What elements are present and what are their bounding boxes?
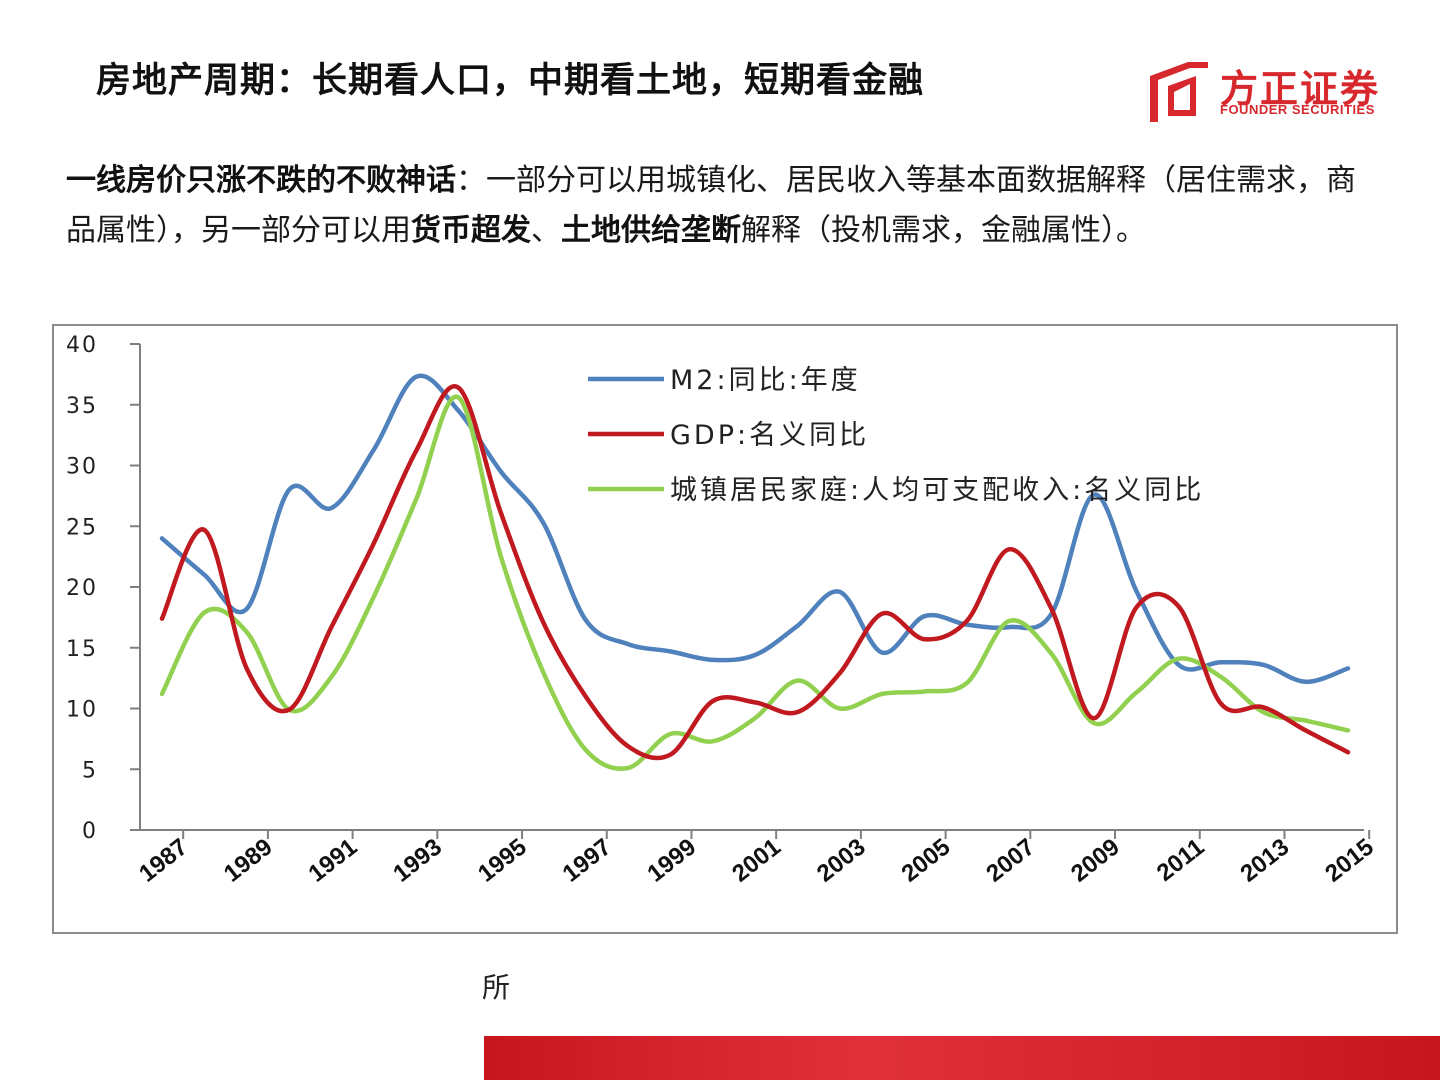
y-tick-label: 5: [82, 758, 98, 783]
series-line-1: [159, 373, 1351, 685]
x-tick-label: 1999: [642, 833, 701, 887]
x-tick-label: 2013: [1235, 833, 1294, 887]
x-tick-label: 2005: [897, 833, 956, 887]
line-chart: 0 5 10 15 20 25 30 35 40 1987 1989 1991 1993 1995 1997…: [66, 333, 1379, 888]
intro-bold-money: 货币超发: [411, 213, 531, 248]
intro-bold-land: 土地供给垄断: [561, 213, 741, 248]
intro-bold-myth: 一线房价只涨不跌的不败神话: [66, 163, 456, 198]
intro-text-1: ：一部分可以用城镇化、居民收入等基本面数据解释（居住需求，商品属性），另一部分可…: [66, 163, 1356, 248]
x-tick-label: 2001: [727, 833, 786, 887]
logo-en-text: FOUNDER SECURITIES: [1220, 102, 1375, 117]
y-tick-label: 40: [66, 333, 98, 358]
x-tick-label: 2011: [1152, 833, 1210, 886]
footer-bar: [484, 1036, 1440, 1080]
legend-label-2: GDP:名义同比: [670, 420, 869, 451]
intro-text-2: 、: [531, 213, 561, 248]
x-tick-label: 2009: [1066, 833, 1125, 887]
y-tick-label: 15: [66, 637, 98, 662]
y-tick-label: 35: [66, 394, 98, 419]
x-tick-label: 1991: [304, 833, 363, 887]
founder-logo: 方正证券 FOUNDER SECURITIES: [1150, 58, 1400, 128]
x-tick-label: 1989: [219, 833, 278, 887]
y-tick-label: 0: [82, 819, 98, 844]
y-tick-label: 20: [66, 576, 98, 601]
y-tick-label: 30: [66, 455, 98, 480]
series-line-3: [159, 394, 1351, 771]
x-tick-label: 2007: [981, 833, 1040, 887]
intro-text-3: 解释（投机需求，金融属性）。: [741, 213, 1146, 248]
y-tick-label: 10: [66, 698, 98, 723]
source-note: 所: [482, 971, 511, 1004]
legend-label-1: M2:同比:年度: [670, 365, 861, 396]
x-tick-label: 2015: [1320, 833, 1379, 887]
founder-logo-mark-icon: [1150, 62, 1208, 122]
y-tick-label: 25: [66, 515, 98, 540]
legend-label-3: 城镇居民家庭:人均可支配收入:名义同比: [670, 475, 1204, 506]
chart-frame: 0 5 10 15 20 25 30 35 40 1987 1989 1991 1993 1995 1997…: [52, 324, 1398, 934]
page-title: 房地产周期：长期看人口，中期看土地，短期看金融: [96, 61, 925, 101]
x-tick-label: 1997: [558, 833, 617, 887]
x-tick-label: 1993: [388, 833, 447, 887]
intro-paragraph: 一线房价只涨不跌的不败神话：一部分可以用城镇化、居民收入等基本面数据解释（居住需…: [66, 156, 1366, 256]
logo-cn-text: 方正证券: [1220, 67, 1381, 111]
series-line-2: [159, 384, 1351, 761]
x-tick-label: 2003: [812, 833, 871, 887]
x-tick-label: 1995: [473, 833, 532, 887]
x-tick-label: 1987: [134, 833, 193, 887]
